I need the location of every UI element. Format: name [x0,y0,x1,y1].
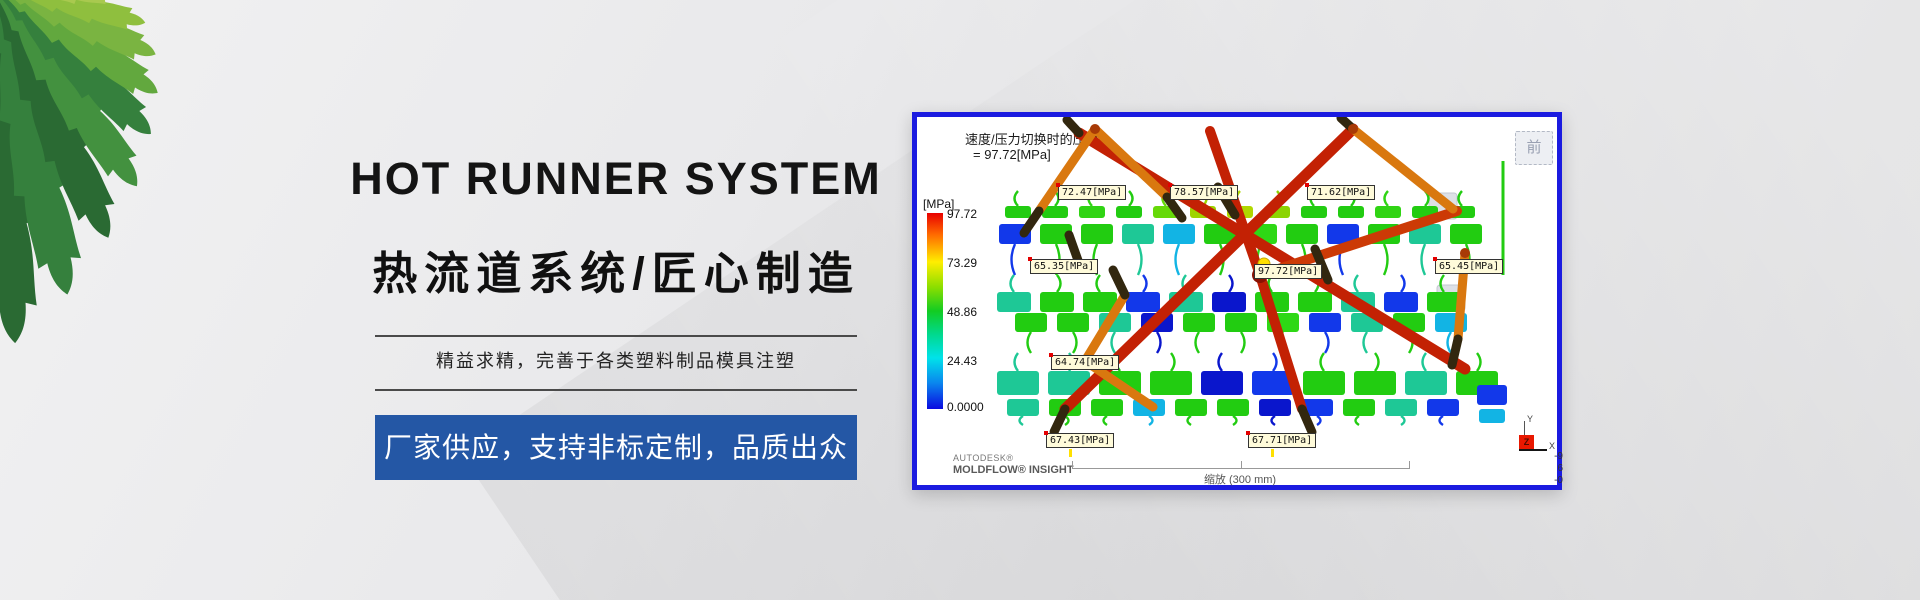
axis-x-line [1519,449,1547,451]
legend-colorbar [927,213,943,409]
axis-rotation-value: -9 [1554,451,1563,462]
pressure-label: 67.71[MPa] [1245,431,1317,448]
scale-label: 缩放 (300 mm) [1203,474,1277,486]
pressure-label: 67.43[MPa] [1043,431,1115,448]
pressure-label-max: 97.72[MPa] [1254,264,1323,279]
divider-bottom [375,389,857,391]
legend-tick: 24.43 [947,354,978,368]
result-title-line1: 速度/压力切换时的压力 [965,132,1099,147]
axis-y-line [1524,421,1525,447]
legend-unit: [MPa] [923,197,955,211]
axis-z-badge: Z [1519,435,1534,449]
gate-marker [1069,449,1072,457]
autodesk-logo-text: AUTODESK® [953,453,1014,463]
scale-bar [1072,461,1410,469]
palm-leaves-decoration [0,0,168,346]
pressure-label: 72.47[MPa] [1055,183,1127,200]
pressure-label: 65.35[MPa] [1027,257,1099,274]
axis-rotation-value: -0 [1554,475,1563,486]
legend-tick: 48.86 [947,305,978,319]
legend-tick: 97.72 [947,207,978,221]
extra-parts [1477,385,1507,423]
subtitle-chinese: 热流道系统/匠心制造 [372,248,860,299]
result-title-line2: = 97.72[MPa] [973,147,1051,162]
tagline: 精益求精，完善于各类塑料制品模具注塑 [436,351,796,371]
page-title: HOT RUNNER SYSTEM [350,153,882,204]
offer-banner: 厂家供应，支持非标定制，品质出众 [375,415,857,480]
pressure-label: 65.45[MPa] [1432,257,1504,274]
pressure-label: 71.62[MPa] [1304,183,1376,200]
axis-rotation-value: 6 [1557,463,1563,474]
pressure-label: 64.74[MPa] [1048,353,1120,370]
moldflow-insight-logo-text: MOLDFLOW® INSIGHT [953,464,1074,476]
axis-y-label: Y [1527,414,1534,424]
legend-tick: 73.29 [947,256,978,270]
gate-marker [1271,449,1274,457]
legend-tick: 0.0000 [947,400,984,414]
moldflow-panel: 速度/压力切换时的压力 = 97.72[MPa] [MPa] 97.72 73.… [912,112,1563,490]
axis-x-label: X [1549,441,1556,451]
simulation-plot [983,117,1507,437]
pressure-label: 78.57[MPa] [1167,183,1239,200]
front-view-button[interactable]: 前 [1515,131,1553,165]
divider-top [375,335,857,337]
